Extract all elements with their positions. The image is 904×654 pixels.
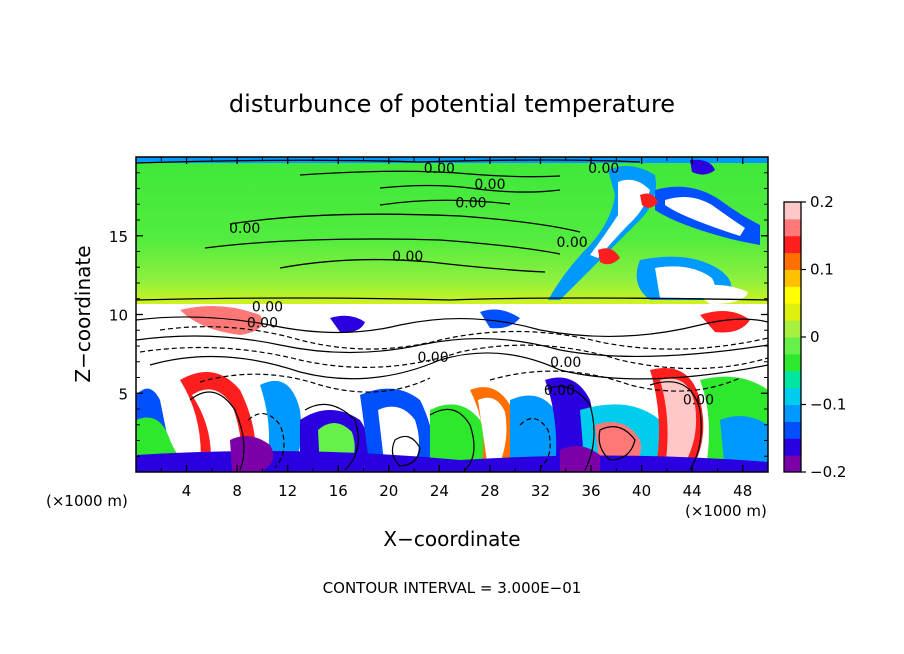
contour-label-5: 0.00 [556,235,587,251]
colorbar-segment-1 [784,438,801,456]
x-tick-label-3: 16 [329,482,348,500]
colorbar-segment-10 [784,286,801,304]
upper-contours [136,159,768,301]
colorbar-segment-7 [784,337,801,355]
upper-plume [548,159,760,304]
colorbar-segment-13 [784,235,801,254]
y-axis: 5 10 15 [109,172,768,457]
contour-label-8: 0.00 [247,315,278,331]
x-axis-label: X−coordinate [383,527,520,551]
x-tick-label-5: 24 [430,482,449,500]
colorbar-tick-label-0: 0.2 [810,193,834,211]
top-strip [136,157,768,163]
x-tick-label-11: 48 [733,482,752,500]
colorbar-tick-label-1: 0.1 [810,261,834,279]
x-axis-unit-left: (×1000 m) [46,492,128,510]
contour-label-3: 0.00 [455,196,486,212]
colorbar [783,201,802,473]
contour-labels: 0.00 0.000.000.000.000.000.000.000.000.00… [229,161,714,409]
colorbar-segment-9 [784,303,801,321]
x-tick-label-7: 32 [531,482,550,500]
x-tick-label-8: 36 [581,482,600,500]
colorbar-segment-6 [784,353,801,372]
colorbar-segment-14 [784,218,801,237]
x-tick-label-2: 12 [278,482,297,500]
contour-label-2: 0.00 [474,177,505,193]
colorbar-segment-12 [784,252,801,270]
contour-label-12: 0.00 [683,393,714,409]
colorbar-segment-5 [784,370,801,389]
x-tick-label-9: 40 [632,482,651,500]
x-tick-label-0: 4 [182,482,192,500]
colorbar-ticks: 0.2 0.1 0 −0.1 −0.2 [801,193,846,481]
colorbar-segment-2 [784,421,801,439]
lower-contours [136,316,768,471]
x-tick-label-10: 44 [683,482,702,500]
x-tick-label-4: 20 [379,482,398,500]
contour-label-10: 0.00 [550,355,581,371]
dashed-contours [139,326,768,469]
colorbar-segment-8 [784,320,801,338]
x-axis: 4 8 12 16 20 24 28 32 36 40 44 48 [160,157,752,500]
lower-colored-field [136,368,768,472]
y-tick-label-2: 15 [109,228,128,246]
mid-band [136,305,768,368]
colorbar-tick-label-2: 0 [810,328,820,346]
contour-label-11: 0.00 [544,383,575,399]
x-tick-label-1: 8 [232,482,242,500]
contour-interval-note: CONTOUR INTERVAL = 3.000E−01 [323,579,582,597]
y-tick-label-1: 10 [109,307,128,325]
x-tick-label-6: 28 [480,482,499,500]
colorbar-segment-3 [784,404,801,422]
contour-label-6: 0.00 [392,249,423,265]
contour-label-9: 0.00 [417,350,448,366]
x-axis-unit-right: (×1000 m) [685,502,767,520]
y-tick-label-0: 5 [118,385,128,403]
contour-label-0: 0.00 [424,161,455,177]
contour-label-7: 0.00 [252,300,283,316]
plot-area [136,157,768,472]
contour-label-4: 0.00 [229,221,260,237]
colorbar-segment-15 [784,202,801,220]
y-axis-label: Z−coordinate [71,245,95,382]
colorbar-tick-label-4: −0.2 [810,463,846,481]
chart-title: disturbunce of potential temperature [229,90,675,118]
colorbar-tick-label-3: −0.1 [810,396,846,414]
colorbar-segment-4 [784,387,801,405]
colorbar-segment-11 [784,269,801,287]
colorbar-segment-0 [784,455,801,473]
contour-label-1: 0.00 [588,161,619,177]
